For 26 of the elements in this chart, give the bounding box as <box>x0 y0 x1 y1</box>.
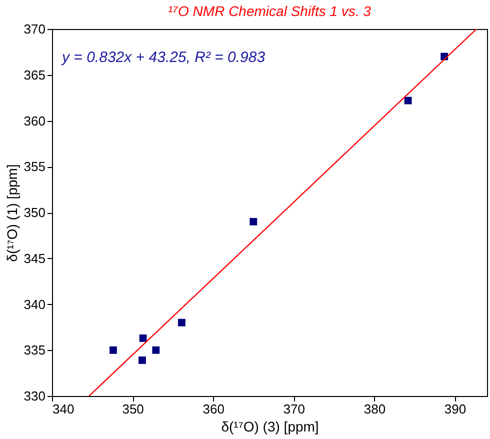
x-tick-label: 380 <box>364 402 386 416</box>
point <box>250 218 258 226</box>
y-tick-label: 360 <box>24 113 46 128</box>
point <box>178 318 186 326</box>
y-tick-label: 335 <box>24 342 46 358</box>
x-tick-label: 370 <box>283 402 306 416</box>
y-tick-label: 345 <box>24 250 46 266</box>
y-tick-label: 350 <box>24 205 46 220</box>
x-tick-label: 390 <box>444 402 466 416</box>
y-tick-label: 355 <box>24 159 46 174</box>
x-axis-title: δ(¹⁷O) (3) [ppm] <box>221 418 319 434</box>
point <box>139 334 147 342</box>
x-tick-label: 340 <box>52 402 74 416</box>
y-tick-label: 330 <box>24 388 46 404</box>
y-tick-label: 370 <box>24 22 46 36</box>
annotation: y = 0.832x + 43.25, R² = 0.983 <box>61 49 266 66</box>
point <box>110 346 117 354</box>
chart-title: ¹⁷O NMR Chemical Shifts 1 vs. 3 <box>168 3 372 19</box>
x-tick-label: 350 <box>122 402 144 416</box>
x-tick-label: 360 <box>202 402 224 416</box>
y-tick-label: 340 <box>24 296 46 312</box>
point <box>404 96 412 104</box>
y-tick-label: 365 <box>24 67 46 82</box>
y-axis-title: δ(¹⁷O) (1) [ppm] <box>4 164 20 262</box>
point <box>138 356 146 364</box>
point <box>152 346 160 354</box>
